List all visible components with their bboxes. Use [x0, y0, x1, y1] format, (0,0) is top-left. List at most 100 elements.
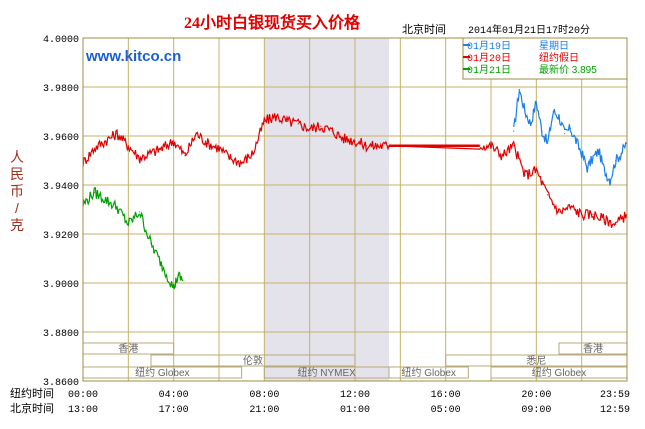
data-point — [286, 120, 288, 122]
data-point — [93, 191, 95, 193]
legend-date: 01月19日 — [467, 40, 511, 53]
data-point — [547, 142, 549, 144]
legend-date: 01月20日 — [467, 52, 511, 65]
data-point — [252, 152, 254, 154]
data-point — [535, 101, 537, 103]
x-tick-label: 23:59 — [600, 390, 630, 401]
data-point — [552, 110, 554, 113]
data-point — [297, 123, 299, 125]
data-point — [581, 213, 583, 215]
axes: 4.0000 3.9800 3.9600 3.9400 3.9200 3.9000 3.88… — [10, 35, 630, 416]
ylabel-char: / — [15, 200, 19, 216]
data-point — [343, 137, 345, 140]
data-point — [184, 155, 186, 157]
data-point — [609, 179, 611, 181]
data-point — [615, 223, 617, 225]
session-label: 纽约 Globex — [401, 366, 455, 379]
series-line-01月21日 — [82, 187, 184, 290]
data-point — [541, 130, 543, 132]
data-point — [558, 115, 560, 117]
data-point — [241, 162, 243, 164]
plot-frame — [82, 37, 628, 382]
legend-date: 01月21日 — [467, 64, 511, 77]
data-point — [331, 130, 333, 132]
session-box — [388, 366, 469, 379]
data-point — [218, 147, 220, 149]
y-axis-label: 人民币/克 — [10, 149, 24, 233]
data-point — [116, 132, 118, 135]
x-row-label: 纽约时间 — [10, 386, 54, 400]
data-point — [558, 211, 560, 213]
session-label: 纽约 Globex — [532, 366, 586, 379]
session-label: 悉尼 — [526, 355, 546, 367]
data-point — [518, 88, 520, 91]
data-point — [354, 140, 356, 142]
y-tick-label: 3.8600 — [43, 378, 79, 389]
data-point — [564, 132, 566, 135]
x-row-label: 北京时间 — [10, 401, 54, 415]
data-point — [603, 218, 605, 220]
data-point — [263, 120, 265, 122]
data-point — [127, 223, 129, 225]
session-label: 纽约 NYMEX — [297, 366, 356, 379]
data-point — [490, 145, 492, 147]
data-point — [150, 243, 152, 245]
data-point — [603, 169, 605, 171]
session-label: 香港 — [583, 343, 603, 355]
data-point — [524, 110, 526, 113]
y-tick-label: 3.9400 — [43, 182, 79, 193]
data-point — [377, 145, 379, 147]
data-point — [127, 145, 129, 147]
data-point — [615, 159, 617, 162]
data-point — [524, 174, 526, 176]
data-point — [388, 145, 390, 147]
data-point — [581, 152, 583, 154]
data-point — [207, 142, 209, 144]
data-point — [365, 145, 367, 147]
legend-note: 纽约假日 — [539, 51, 579, 64]
data-point — [139, 211, 141, 213]
ylabel-char: 克 — [10, 217, 24, 233]
data-point — [530, 123, 532, 125]
session-label: 香港 — [118, 343, 138, 355]
data-point — [309, 128, 311, 130]
data-point — [513, 130, 515, 132]
data-point — [575, 140, 577, 142]
x-tick-label: 00:00 — [68, 390, 98, 401]
data-point — [229, 157, 231, 159]
x-tick-label: 21:00 — [249, 405, 279, 416]
x-tick-label: 12:59 — [600, 405, 630, 416]
y-tick-label: 3.8800 — [43, 329, 79, 340]
legend: 01月19日 星期日 01月20日 纽约假日 01月21日 最新价 3.895 — [462, 37, 628, 80]
watermark: www.kitco.cn — [85, 48, 181, 65]
data-point — [569, 128, 571, 130]
timestamp-label: 北京时间 — [402, 22, 446, 36]
ylabel-char: 民 — [10, 166, 24, 182]
ylabel-char: 币 — [10, 183, 24, 199]
legend-box — [462, 37, 628, 80]
data-point — [479, 145, 481, 147]
data-point — [320, 125, 322, 127]
data-point — [586, 167, 588, 169]
series-line-01月19日 — [513, 88, 627, 186]
data-point — [535, 169, 537, 171]
y-tick-label: 3.9200 — [43, 231, 79, 242]
nymex-session-band — [264, 38, 389, 381]
data-point — [501, 155, 503, 157]
data-point — [177, 275, 179, 277]
x-tick-label: 05:00 — [431, 405, 461, 416]
data-point — [150, 152, 152, 154]
x-tick-label: 16:00 — [431, 390, 461, 401]
x-tick-label: 17:00 — [159, 405, 189, 416]
data-point — [569, 206, 571, 208]
data-point — [93, 147, 95, 149]
data-point — [275, 115, 277, 117]
data-point — [105, 199, 107, 201]
y-tick-label: 3.9600 — [43, 133, 79, 144]
data-point — [173, 287, 175, 289]
x-tick-label: 09:00 — [521, 405, 551, 416]
data-point — [161, 147, 163, 149]
data-point — [182, 279, 184, 282]
x-tick-label: 12:00 — [340, 390, 370, 401]
data-point — [105, 140, 107, 142]
